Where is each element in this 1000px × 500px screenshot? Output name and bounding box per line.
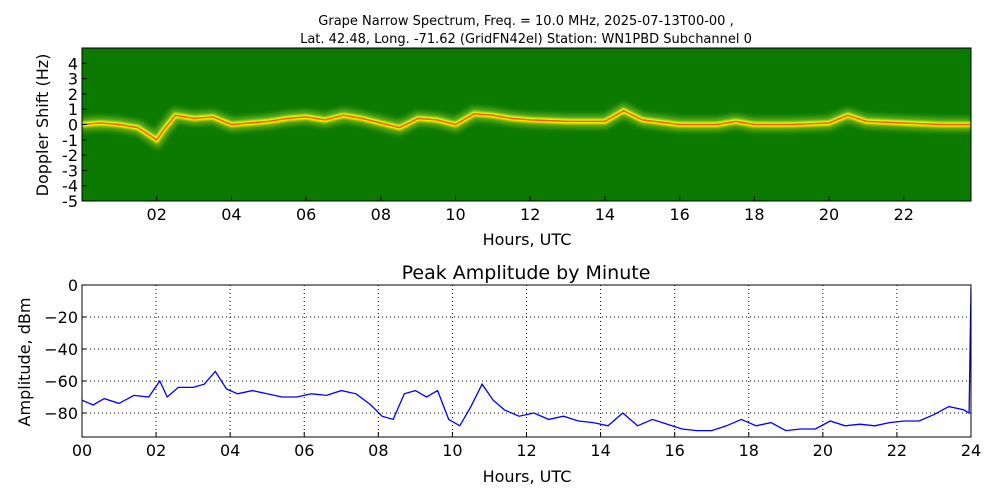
amplitude-y-tick-label: 0 xyxy=(68,276,78,295)
amplitude-x-tick-label: 02 xyxy=(146,441,166,460)
amplitude-title: Peak Amplitude by Minute xyxy=(402,262,651,284)
figure-title-line1: Grape Narrow Spectrum, Freq. = 10.0 MHz,… xyxy=(318,14,733,29)
amplitude-y-tick-label: −40 xyxy=(44,340,78,359)
amplitude-panel: Peak Amplitude by Minute 00 02 04 06 08 10 12 1… xyxy=(15,262,981,486)
spectrogram-y-tick-label: -5 xyxy=(62,192,78,211)
spectrogram-x-tick-label: 04 xyxy=(221,205,241,224)
spectrogram-x-tick-label: 08 xyxy=(371,205,391,224)
spectrogram-y-label: Doppler Shift (Hz) xyxy=(33,54,52,197)
spectrogram-y-tick-label: 2 xyxy=(68,85,78,104)
amplitude-x-tick-label: 00 xyxy=(72,441,92,460)
spectrogram-x-tick-label: 22 xyxy=(894,205,914,224)
spectrogram-x-tick-label: 06 xyxy=(296,205,316,224)
spectrogram-x-tick-label: 12 xyxy=(520,205,540,224)
spectrogram-x-tick-label: 20 xyxy=(819,205,839,224)
amplitude-x-tick-label: 10 xyxy=(442,441,462,460)
spectrogram-x-tick-label: 02 xyxy=(147,205,167,224)
figure-title-line2: Lat. 42.48, Long. -71.62 (GridFN42el) St… xyxy=(300,32,752,47)
amplitude-axes: 00 02 04 06 08 10 12 14 16 18 20 22 24 0 −20 −40 −60 −80 xyxy=(44,276,981,460)
spectrogram-x-label: Hours, UTC xyxy=(483,230,572,249)
spectrogram-y-tick-label: -2 xyxy=(62,146,78,165)
spectrogram-x-tick-label: 16 xyxy=(669,205,689,224)
amplitude-y-tick-label: −20 xyxy=(44,308,78,327)
amplitude-x-tick-label: 18 xyxy=(739,441,759,460)
amplitude-x-tick-label: 22 xyxy=(887,441,907,460)
amplitude-x-tick-label: 12 xyxy=(516,441,536,460)
spectrogram-y-tick-label: -1 xyxy=(62,131,78,150)
amplitude-x-tick-label: 24 xyxy=(961,441,981,460)
amplitude-x-tick-label: 14 xyxy=(590,441,610,460)
spectrogram-marks xyxy=(82,102,971,150)
amplitude-x-tick-label: 04 xyxy=(220,441,240,460)
amplitude-y-tick-label: −80 xyxy=(44,404,78,423)
amplitude-x-label: Hours, UTC xyxy=(483,467,572,486)
amplitude-x-tick-label: 16 xyxy=(664,441,684,460)
spectrogram-y-tick-label: 0 xyxy=(68,116,78,135)
spectrogram-x-tick-label: 10 xyxy=(445,205,465,224)
spectrogram-y-tick-label: -3 xyxy=(62,161,78,180)
carrier-peak xyxy=(82,109,971,141)
amplitude-x-tick-label: 08 xyxy=(368,441,388,460)
amplitude-y-label: Amplitude, dBm xyxy=(15,298,34,427)
spectrogram-y-tick-label: 4 xyxy=(68,54,78,73)
amplitude-x-tick-label: 20 xyxy=(813,441,833,460)
spectrogram-y-tick-label: 3 xyxy=(68,70,78,89)
amplitude-y-tick-label: −60 xyxy=(44,372,78,391)
spectrogram-x-tick-label: 18 xyxy=(744,205,764,224)
amplitude-series-line xyxy=(82,288,971,432)
spectrogram-x-tick-label: 14 xyxy=(595,205,615,224)
amplitude-grid xyxy=(82,285,971,437)
amplitude-x-tick-label: 06 xyxy=(294,441,314,460)
spectrogram-y-tick-label: -4 xyxy=(62,177,78,196)
spectrogram-y-tick-label: 1 xyxy=(68,100,78,119)
